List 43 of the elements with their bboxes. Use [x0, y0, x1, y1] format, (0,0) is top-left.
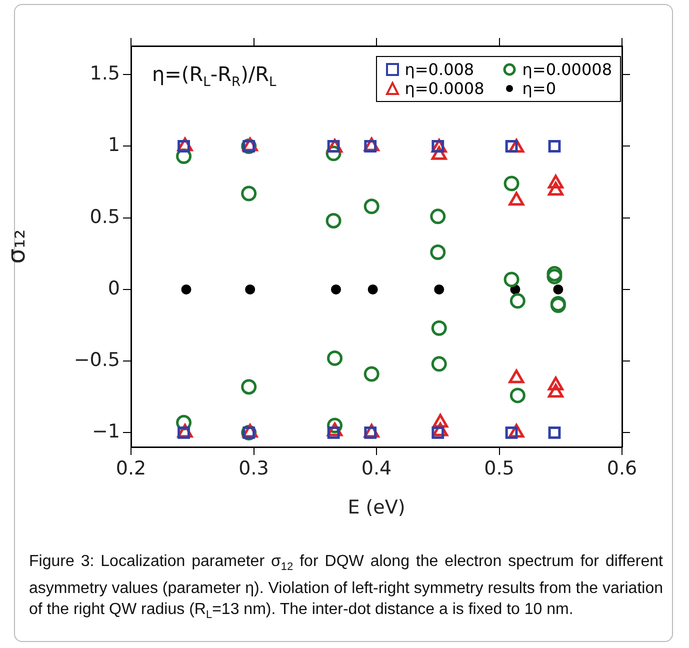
- point: [553, 284, 564, 294]
- point: [181, 284, 192, 294]
- point: [245, 284, 256, 294]
- point: [546, 266, 562, 282]
- caption: Figure 3: Localization parameter σ$_{12}$ for DQW along the electron spectrum for different asymmetry values (parameter η). Violation of left-right symmetry results from the variation of the right QW radius (R$_{L}$=13 nm). The inter-dot distance a is fixed to 10 nm.: [29, 552, 663, 624]
- point: [548, 140, 561, 152]
- point: [430, 208, 446, 224]
- x-tick-label: 0.3: [238, 457, 269, 480]
- x-tick-label: 0.5: [484, 457, 514, 480]
- y-axis-title: σ₁₂: [2, 229, 31, 264]
- x-tick-label: 0.4: [361, 457, 392, 480]
- point: [326, 212, 342, 228]
- y-tick-label: 1: [108, 134, 120, 156]
- x-tick-label: 0.6: [606, 457, 638, 480]
- point: [434, 284, 444, 294]
- annotation: η=(R$_{L}$-R$_{R}$)/R$_{L}$: [152, 62, 276, 90]
- y-tick-label: −0.5: [74, 349, 120, 372]
- point: [241, 379, 257, 395]
- point: [327, 350, 343, 366]
- point: [504, 176, 520, 192]
- legend-label: η=0.0008: [404, 79, 484, 98]
- point: [548, 426, 561, 439]
- point: [510, 388, 526, 404]
- point: [430, 244, 446, 260]
- point: [431, 320, 447, 336]
- point: [364, 198, 380, 214]
- legend-label: η=0.008: [404, 60, 474, 79]
- point: [330, 284, 341, 294]
- point: [546, 268, 562, 284]
- point: [504, 272, 520, 288]
- legend-label: η=0: [522, 79, 556, 98]
- y-tick-label: −1: [92, 420, 120, 443]
- y-tick-label: 1.5: [90, 62, 120, 85]
- point: [364, 366, 380, 382]
- y-tick-label: 0: [108, 277, 120, 300]
- x-tick-label: 0.2: [116, 457, 146, 480]
- point: [510, 293, 526, 309]
- x-axis-title: E (eV): [348, 496, 406, 519]
- legend-label: η=0.00008: [522, 60, 612, 79]
- point: [241, 186, 257, 202]
- point: [368, 284, 378, 294]
- point: [431, 356, 447, 372]
- y-tick-label: 0.5: [90, 206, 120, 228]
